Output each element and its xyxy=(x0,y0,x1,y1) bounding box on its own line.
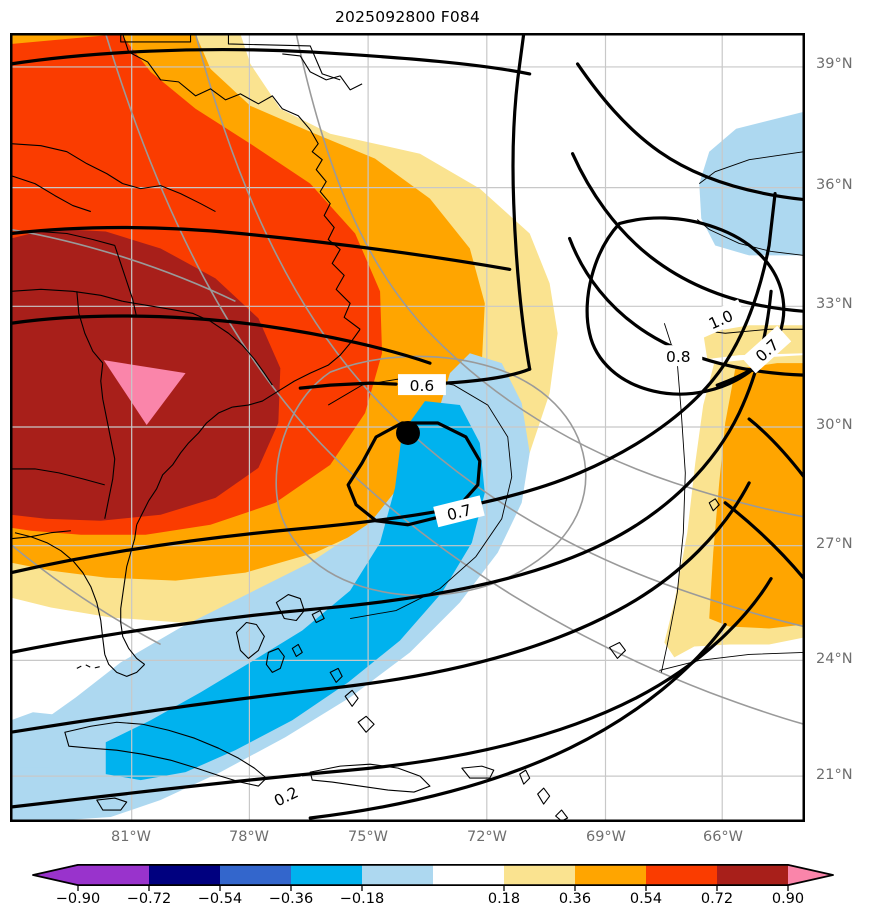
cbar-seg--0.54--0.36 xyxy=(220,864,291,886)
cbar-seg-0.36-0.54 xyxy=(575,864,646,886)
cbar-seg-neutral xyxy=(433,864,504,886)
cbar-seg--0.72--0.54 xyxy=(149,864,220,886)
cbar-tick--0-72: −0.72 xyxy=(126,891,172,907)
range-ring-overlay xyxy=(11,34,804,726)
storm-center-marker[interactable] xyxy=(396,421,420,445)
cbar-seg--0.90--0.72 xyxy=(78,864,149,886)
cbar-tick-0-72: 0.72 xyxy=(700,891,734,907)
lat-tick-36n: 36°N xyxy=(816,177,853,193)
lon-tick-75w: 75°W xyxy=(347,829,389,845)
shade-0.36-0.54-east-atlantic xyxy=(709,363,804,629)
map-frame xyxy=(11,34,804,821)
cbar-tick-0-90: 0.90 xyxy=(771,891,805,907)
lat-tick-33n: 33°N xyxy=(816,296,853,312)
cbar-tick--0-18: −0.18 xyxy=(339,891,385,907)
cbar-tick--0-90: −0.90 xyxy=(55,891,101,907)
cbar-tick-0-54: 0.54 xyxy=(629,891,663,907)
colorbar-outline xyxy=(32,864,834,886)
colorbar[interactable] xyxy=(10,864,863,891)
lon-tick-72w: 72°W xyxy=(466,829,508,845)
cbar-seg-0.72-0.90 xyxy=(717,864,788,886)
shade--0.54--0.36-atlantic xyxy=(105,401,485,781)
contour-label-0-7-storm: 0.7 xyxy=(445,501,473,524)
lat-tick-30n: 30°N xyxy=(816,417,853,433)
cbar-tick-0-36: 0.36 xyxy=(558,891,592,907)
shade--0.36--0.18-northeast xyxy=(699,111,804,256)
cbar-seg-0.18-0.36 xyxy=(504,864,575,886)
lon-tick-69w: 69°W xyxy=(585,829,627,845)
colorbar-ticks xyxy=(77,886,789,891)
lon-tick-66w: 66°W xyxy=(702,829,744,845)
cbar-seg--0.36--0.18 xyxy=(291,864,362,886)
bold-contour-layer xyxy=(11,34,804,821)
lon-tick-81w: 81°W xyxy=(110,829,152,845)
cbar-over-arrow xyxy=(788,864,834,886)
cbar-tick--0-36: −0.36 xyxy=(268,891,314,907)
map-canvas: 0.6 0.7 1.0 0.8 0.7 0.2 xyxy=(11,34,804,821)
lon-tick-78w: 78°W xyxy=(228,829,270,845)
grid-lines xyxy=(11,34,804,821)
coastline-layer xyxy=(11,34,720,821)
lat-tick-21n: 21°N xyxy=(816,767,853,783)
cbar-seg-0.54-0.72 xyxy=(646,864,717,886)
colorbar-canvas xyxy=(32,864,834,891)
cbar-seg--0.18-0.18 xyxy=(362,864,433,886)
cbar-tick--0-54: −0.54 xyxy=(197,891,243,907)
contour-label-0-8: 0.8 xyxy=(666,348,691,366)
lat-tick-24n: 24°N xyxy=(816,651,853,667)
shade--0.36--0.18-southwest-patch xyxy=(11,712,89,768)
contour-label-0-6: 0.6 xyxy=(410,377,435,395)
shade--0.36--0.18-atlantic xyxy=(11,353,530,821)
lat-tick-39n: 39°N xyxy=(816,56,853,72)
cbar-under-arrow xyxy=(32,864,78,886)
cbar-tick-0-18: 0.18 xyxy=(487,891,521,907)
map-plot-area[interactable]: 0.6 0.7 1.0 0.8 0.7 0.2 xyxy=(10,33,805,822)
page-title: 2025092800 F084 xyxy=(334,8,481,26)
colorbar-segments xyxy=(32,864,834,886)
lat-tick-27n: 27°N xyxy=(816,536,853,552)
shade-over-0.90-southeast xyxy=(103,360,186,426)
